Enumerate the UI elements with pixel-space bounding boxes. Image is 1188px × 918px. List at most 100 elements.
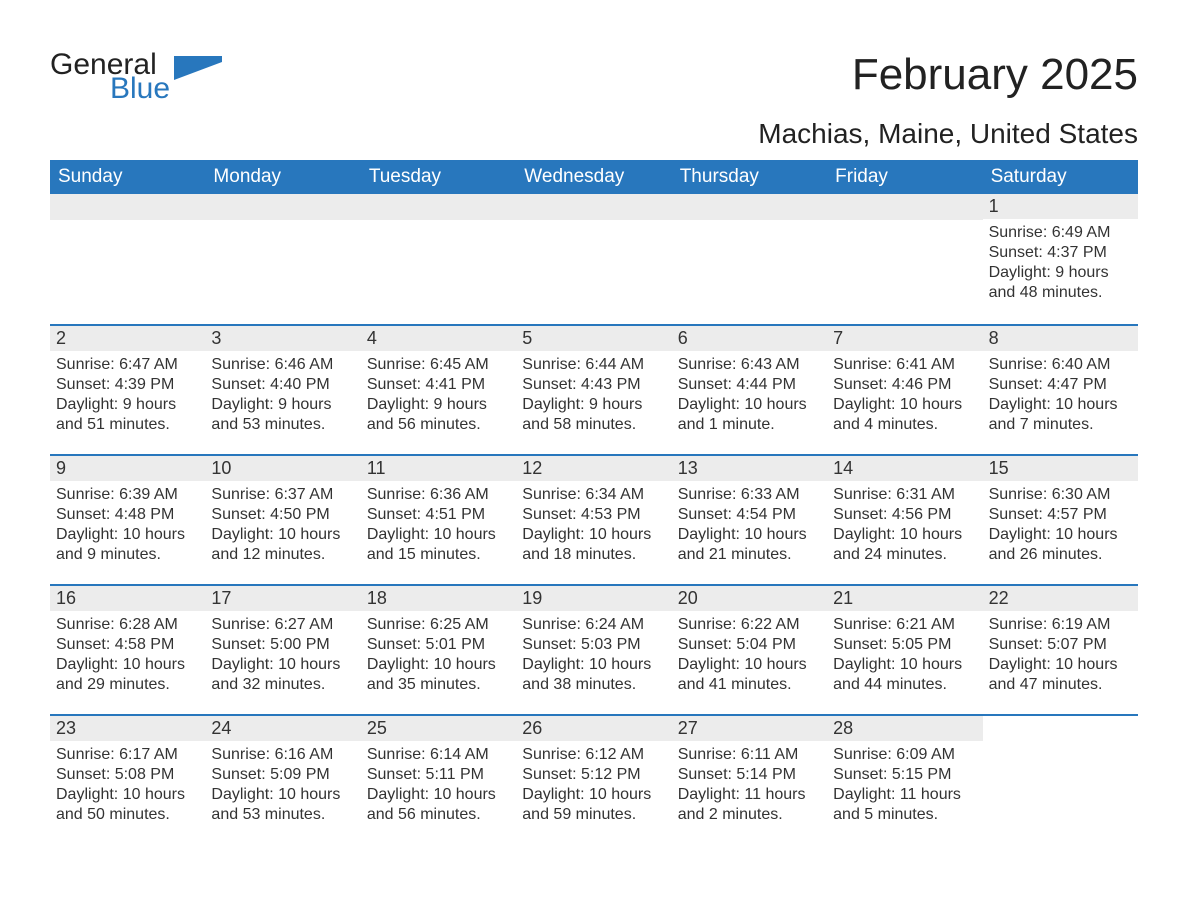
day-number: 4 [361, 326, 516, 351]
sunrise-line: Sunrise: 6:33 AM [678, 485, 821, 505]
day-cell-empty [205, 194, 360, 324]
day-number: 23 [50, 716, 205, 741]
daylight-line: Daylight: 9 hours and 48 minutes. [989, 263, 1132, 303]
day-number: 5 [516, 326, 671, 351]
title-block: February 2025 Machias, Maine, United Sta… [758, 50, 1138, 150]
day-number: 16 [50, 586, 205, 611]
day-details: Sunrise: 6:24 AMSunset: 5:03 PMDaylight:… [516, 611, 671, 705]
sunset-line: Sunset: 5:00 PM [211, 635, 354, 655]
week-row: 23Sunrise: 6:17 AMSunset: 5:08 PMDayligh… [50, 714, 1138, 844]
day-cell-9: 9Sunrise: 6:39 AMSunset: 4:48 PMDaylight… [50, 456, 205, 584]
day-details: Sunrise: 6:14 AMSunset: 5:11 PMDaylight:… [361, 741, 516, 835]
sunset-line: Sunset: 4:37 PM [989, 243, 1132, 263]
day-cell-13: 13Sunrise: 6:33 AMSunset: 4:54 PMDayligh… [672, 456, 827, 584]
day-details: Sunrise: 6:30 AMSunset: 4:57 PMDaylight:… [983, 481, 1138, 575]
week-row: 9Sunrise: 6:39 AMSunset: 4:48 PMDaylight… [50, 454, 1138, 584]
day-number: 22 [983, 586, 1138, 611]
sunset-line: Sunset: 4:39 PM [56, 375, 199, 395]
location: Machias, Maine, United States [758, 118, 1138, 150]
day-cell-4: 4Sunrise: 6:45 AMSunset: 4:41 PMDaylight… [361, 326, 516, 454]
sunrise-line: Sunrise: 6:28 AM [56, 615, 199, 635]
day-number: 9 [50, 456, 205, 481]
day-number: 12 [516, 456, 671, 481]
sunset-line: Sunset: 5:05 PM [833, 635, 976, 655]
sunrise-line: Sunrise: 6:49 AM [989, 223, 1132, 243]
day-number: 3 [205, 326, 360, 351]
empty-day-bar [516, 194, 671, 220]
sunset-line: Sunset: 4:41 PM [367, 375, 510, 395]
day-number: 14 [827, 456, 982, 481]
day-cell-20: 20Sunrise: 6:22 AMSunset: 5:04 PMDayligh… [672, 586, 827, 714]
weekday-thursday: Thursday [672, 160, 827, 194]
day-details: Sunrise: 6:40 AMSunset: 4:47 PMDaylight:… [983, 351, 1138, 445]
day-cell-empty [672, 194, 827, 324]
day-number: 19 [516, 586, 671, 611]
day-number: 26 [516, 716, 671, 741]
day-cell-empty [516, 194, 671, 324]
daylight-line: Daylight: 10 hours and 15 minutes. [367, 525, 510, 565]
sunset-line: Sunset: 5:12 PM [522, 765, 665, 785]
sunrise-line: Sunrise: 6:36 AM [367, 485, 510, 505]
day-details: Sunrise: 6:09 AMSunset: 5:15 PMDaylight:… [827, 741, 982, 835]
daylight-line: Daylight: 9 hours and 56 minutes. [367, 395, 510, 435]
daylight-line: Daylight: 10 hours and 29 minutes. [56, 655, 199, 695]
day-details: Sunrise: 6:22 AMSunset: 5:04 PMDaylight:… [672, 611, 827, 705]
weekday-friday: Friday [827, 160, 982, 194]
day-details: Sunrise: 6:37 AMSunset: 4:50 PMDaylight:… [205, 481, 360, 575]
day-details: Sunrise: 6:49 AMSunset: 4:37 PMDaylight:… [983, 219, 1138, 313]
day-details: Sunrise: 6:25 AMSunset: 5:01 PMDaylight:… [361, 611, 516, 705]
daylight-line: Daylight: 9 hours and 53 minutes. [211, 395, 354, 435]
empty-day-bar [50, 194, 205, 220]
daylight-line: Daylight: 10 hours and 12 minutes. [211, 525, 354, 565]
daylight-line: Daylight: 10 hours and 26 minutes. [989, 525, 1132, 565]
day-cell-empty [827, 194, 982, 324]
day-cell-19: 19Sunrise: 6:24 AMSunset: 5:03 PMDayligh… [516, 586, 671, 714]
daylight-line: Daylight: 10 hours and 59 minutes. [522, 785, 665, 825]
day-cell-27: 27Sunrise: 6:11 AMSunset: 5:14 PMDayligh… [672, 716, 827, 844]
day-cell-23: 23Sunrise: 6:17 AMSunset: 5:08 PMDayligh… [50, 716, 205, 844]
empty-day-bar [205, 194, 360, 220]
weekday-sunday: Sunday [50, 160, 205, 194]
day-details: Sunrise: 6:33 AMSunset: 4:54 PMDaylight:… [672, 481, 827, 575]
sunrise-line: Sunrise: 6:19 AM [989, 615, 1132, 635]
day-cell-8: 8Sunrise: 6:40 AMSunset: 4:47 PMDaylight… [983, 326, 1138, 454]
day-details: Sunrise: 6:16 AMSunset: 5:09 PMDaylight:… [205, 741, 360, 835]
daylight-line: Daylight: 10 hours and 4 minutes. [833, 395, 976, 435]
weekday-saturday: Saturday [983, 160, 1138, 194]
day-cell-21: 21Sunrise: 6:21 AMSunset: 5:05 PMDayligh… [827, 586, 982, 714]
daylight-line: Daylight: 10 hours and 21 minutes. [678, 525, 821, 565]
day-cell-22: 22Sunrise: 6:19 AMSunset: 5:07 PMDayligh… [983, 586, 1138, 714]
day-cell-14: 14Sunrise: 6:31 AMSunset: 4:56 PMDayligh… [827, 456, 982, 584]
daylight-line: Daylight: 10 hours and 47 minutes. [989, 655, 1132, 695]
sunset-line: Sunset: 4:54 PM [678, 505, 821, 525]
calendar-body: 1Sunrise: 6:49 AMSunset: 4:37 PMDaylight… [50, 194, 1138, 844]
day-cell-1: 1Sunrise: 6:49 AMSunset: 4:37 PMDaylight… [983, 194, 1138, 324]
day-details: Sunrise: 6:39 AMSunset: 4:48 PMDaylight:… [50, 481, 205, 575]
sunrise-line: Sunrise: 6:40 AM [989, 355, 1132, 375]
sunrise-line: Sunrise: 6:24 AM [522, 615, 665, 635]
day-number: 18 [361, 586, 516, 611]
day-details: Sunrise: 6:45 AMSunset: 4:41 PMDaylight:… [361, 351, 516, 445]
sunrise-line: Sunrise: 6:47 AM [56, 355, 199, 375]
weekday-monday: Monday [205, 160, 360, 194]
sunrise-line: Sunrise: 6:39 AM [56, 485, 199, 505]
sunrise-line: Sunrise: 6:11 AM [678, 745, 821, 765]
logo: General Blue [50, 50, 222, 104]
day-details: Sunrise: 6:43 AMSunset: 4:44 PMDaylight:… [672, 351, 827, 445]
weekday-header-row: SundayMondayTuesdayWednesdayThursdayFrid… [50, 160, 1138, 194]
month-title: February 2025 [758, 50, 1138, 100]
sunset-line: Sunset: 5:03 PM [522, 635, 665, 655]
sunrise-line: Sunrise: 6:27 AM [211, 615, 354, 635]
day-cell-2: 2Sunrise: 6:47 AMSunset: 4:39 PMDaylight… [50, 326, 205, 454]
sunrise-line: Sunrise: 6:44 AM [522, 355, 665, 375]
day-number: 27 [672, 716, 827, 741]
daylight-line: Daylight: 11 hours and 2 minutes. [678, 785, 821, 825]
sunset-line: Sunset: 5:11 PM [367, 765, 510, 785]
day-cell-6: 6Sunrise: 6:43 AMSunset: 4:44 PMDaylight… [672, 326, 827, 454]
sunset-line: Sunset: 4:56 PM [833, 505, 976, 525]
calendar: SundayMondayTuesdayWednesdayThursdayFrid… [50, 160, 1138, 844]
sunrise-line: Sunrise: 6:46 AM [211, 355, 354, 375]
sunrise-line: Sunrise: 6:30 AM [989, 485, 1132, 505]
daylight-line: Daylight: 10 hours and 38 minutes. [522, 655, 665, 695]
logo-text-block: General Blue [50, 50, 170, 104]
